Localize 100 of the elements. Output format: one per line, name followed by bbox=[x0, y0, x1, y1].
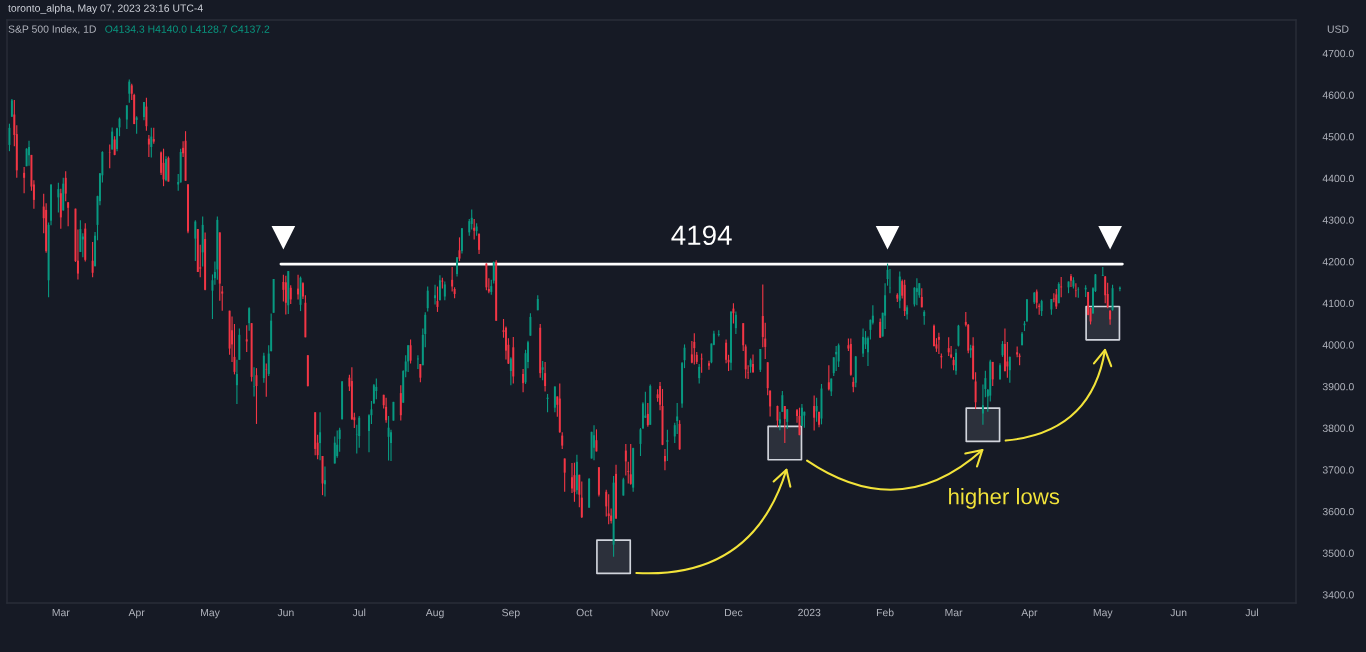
candlestick bbox=[108, 143, 111, 169]
candlestick bbox=[297, 274, 300, 300]
candlestick bbox=[485, 262, 488, 291]
candlestick bbox=[147, 134, 150, 158]
candlestick bbox=[879, 318, 882, 339]
candlestick bbox=[162, 148, 165, 187]
candlestick bbox=[553, 385, 556, 413]
y-tick-label: 4200.0 bbox=[1322, 258, 1354, 266]
candlestick bbox=[333, 435, 336, 465]
y-tick-label: 4600.0 bbox=[1322, 91, 1354, 99]
y-tick-label: 3500.0 bbox=[1322, 549, 1354, 557]
candlestick bbox=[194, 219, 197, 262]
candlestick bbox=[607, 493, 610, 525]
x-tick-label: Nov bbox=[651, 608, 670, 617]
candlestick bbox=[399, 384, 402, 422]
candlestick bbox=[798, 407, 801, 436]
candlestick bbox=[64, 170, 67, 202]
candlestick bbox=[827, 364, 830, 392]
y-tick-label: 3800.0 bbox=[1322, 424, 1354, 432]
y-tick-label: 3400.0 bbox=[1322, 591, 1354, 599]
annotation: 4194 bbox=[671, 225, 732, 246]
candlestick bbox=[284, 275, 287, 315]
candlestick bbox=[698, 363, 701, 385]
candlestick bbox=[522, 368, 525, 393]
x-tick-label: Jun bbox=[277, 608, 294, 617]
candlestick bbox=[529, 312, 532, 337]
candlestick bbox=[544, 361, 547, 393]
candlestick bbox=[546, 393, 549, 413]
candlestick bbox=[563, 457, 566, 493]
candlestick bbox=[235, 359, 238, 405]
candlestick bbox=[991, 361, 994, 387]
annotation: higher lows bbox=[949, 488, 1060, 509]
y-tick-label: 4700.0 bbox=[1322, 49, 1354, 58]
annotation: O4134.3 H4140.0 L4128.7 C4137.2 bbox=[105, 25, 270, 33]
x-tick-label: May bbox=[201, 608, 220, 619]
candlestick bbox=[999, 362, 1002, 380]
x-tick-label: Apr bbox=[1021, 608, 1038, 619]
candlestick bbox=[1118, 285, 1121, 292]
x-tick-label: Jul bbox=[352, 608, 366, 617]
point bbox=[596, 539, 632, 575]
candlestick bbox=[778, 411, 781, 431]
candlestick bbox=[426, 285, 429, 313]
x-tick-label: Oct bbox=[576, 608, 593, 617]
candlestick bbox=[8, 123, 11, 152]
candlestick bbox=[248, 306, 251, 332]
candlestick bbox=[629, 443, 632, 486]
candlestick bbox=[142, 101, 145, 121]
candlestick bbox=[708, 360, 710, 371]
point bbox=[271, 225, 296, 250]
point bbox=[767, 425, 803, 461]
candlestick bbox=[336, 430, 339, 459]
y-tick-label: 4400.0 bbox=[1322, 174, 1354, 183]
candlestick bbox=[541, 360, 544, 381]
chart-title: toronto_alpha, May 07, 2023 23:16 UTC-4 bbox=[8, 4, 203, 14]
x-tick-label: Aug bbox=[425, 608, 444, 619]
candlestick bbox=[676, 402, 679, 435]
point bbox=[1098, 225, 1122, 250]
x-tick-label: Jul bbox=[1245, 608, 1258, 617]
candlestick bbox=[111, 126, 114, 151]
candlestick bbox=[1067, 280, 1070, 294]
y-axis-title: USD bbox=[1327, 25, 1349, 33]
candlestick bbox=[91, 241, 94, 278]
candlestick bbox=[67, 201, 70, 227]
candlestick bbox=[23, 166, 26, 194]
y-tick-label: 4100.0 bbox=[1322, 299, 1354, 308]
candlestick bbox=[1055, 288, 1058, 310]
candlestick bbox=[947, 336, 950, 357]
x-tick-label: Jun bbox=[1170, 608, 1187, 617]
candlestick bbox=[387, 415, 390, 462]
candlestick bbox=[262, 352, 265, 384]
point bbox=[1085, 305, 1121, 341]
y-tick-label: 3900.0 bbox=[1322, 382, 1354, 391]
candlestick bbox=[289, 284, 292, 305]
candlestick bbox=[615, 464, 618, 520]
candlestick bbox=[781, 390, 784, 413]
chart-subtitle: S&P 500 Index, 1D bbox=[8, 25, 96, 35]
point bbox=[875, 225, 900, 250]
y-tick-label: 4500.0 bbox=[1322, 133, 1354, 141]
y-tick-label: 4000.0 bbox=[1322, 341, 1354, 349]
candlestick bbox=[769, 390, 772, 417]
candlestick bbox=[933, 323, 935, 348]
x-tick-label: Sep bbox=[502, 608, 520, 619]
candlestick bbox=[663, 448, 666, 471]
candlestick bbox=[1104, 275, 1107, 304]
x-tick-label: Dec bbox=[725, 608, 743, 617]
candlestick bbox=[167, 156, 170, 183]
candlestick bbox=[221, 285, 224, 312]
x-tick-label: May bbox=[1093, 608, 1113, 619]
candlestick bbox=[245, 324, 248, 353]
candlestick bbox=[624, 443, 627, 477]
y-tick-label: 4300.0 bbox=[1322, 216, 1354, 224]
candlestick bbox=[813, 395, 816, 432]
x-tick-label: Feb bbox=[876, 608, 894, 617]
point bbox=[965, 407, 1001, 443]
candlestick bbox=[666, 429, 669, 462]
candlestick bbox=[57, 182, 60, 213]
candlestick bbox=[187, 183, 189, 234]
candlestick bbox=[385, 397, 388, 424]
candlestick bbox=[125, 104, 128, 130]
candlestick bbox=[509, 356, 512, 386]
